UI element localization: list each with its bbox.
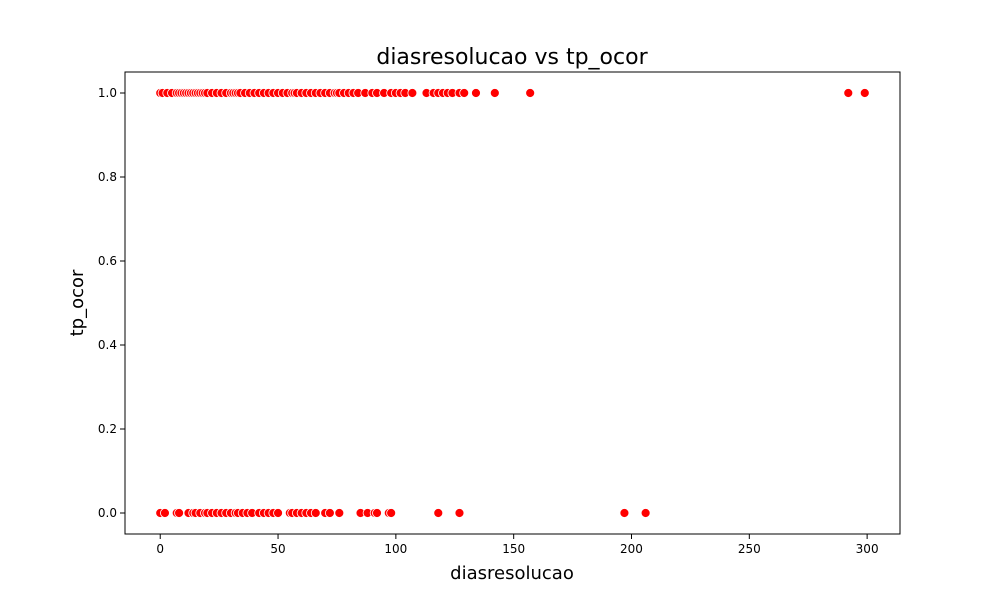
x-tick-label: 200 (620, 542, 643, 556)
chart-title: diasresolucao vs tp_ocor (376, 45, 648, 70)
x-tick-label: 300 (856, 542, 879, 556)
data-points (155, 88, 870, 518)
y-axis: 0.0 0.2 0.4 0.6 0.8 1.0 (98, 86, 125, 520)
data-point (334, 508, 345, 518)
x-axis-label: diasresolucao (450, 563, 574, 584)
data-point (310, 508, 321, 518)
data-point (160, 508, 170, 518)
y-axis-label: tp_ocor (67, 269, 88, 336)
data-point (459, 88, 470, 98)
data-point (640, 508, 651, 518)
data-point (525, 88, 536, 98)
y-tick-label: 0.4 (98, 338, 117, 352)
data-point (619, 508, 630, 518)
data-point (489, 88, 500, 98)
x-tick-label: 150 (502, 542, 525, 556)
x-tick-label: 50 (270, 542, 285, 556)
y-tick-label: 1.0 (98, 86, 117, 100)
y-tick-label: 0.8 (98, 170, 117, 184)
x-tick-label: 0 (156, 542, 164, 556)
data-point (386, 508, 397, 518)
y-tick-label: 0.0 (98, 506, 117, 520)
data-point (407, 88, 418, 98)
data-point (324, 508, 335, 518)
y-tick-label: 0.2 (98, 422, 117, 436)
data-point (433, 508, 444, 518)
x-axis: 0 50 100 150 200 250 300 (156, 534, 879, 556)
data-point (859, 88, 870, 98)
plot-frame (124, 71, 901, 535)
data-point (454, 508, 465, 518)
data-point (843, 88, 854, 98)
data-point (273, 508, 283, 518)
data-point (372, 508, 382, 518)
data-point (174, 508, 184, 518)
data-point (471, 88, 481, 98)
x-tick-label: 250 (738, 542, 761, 556)
x-tick-label: 100 (384, 542, 407, 556)
y-tick-label: 0.6 (98, 254, 117, 268)
